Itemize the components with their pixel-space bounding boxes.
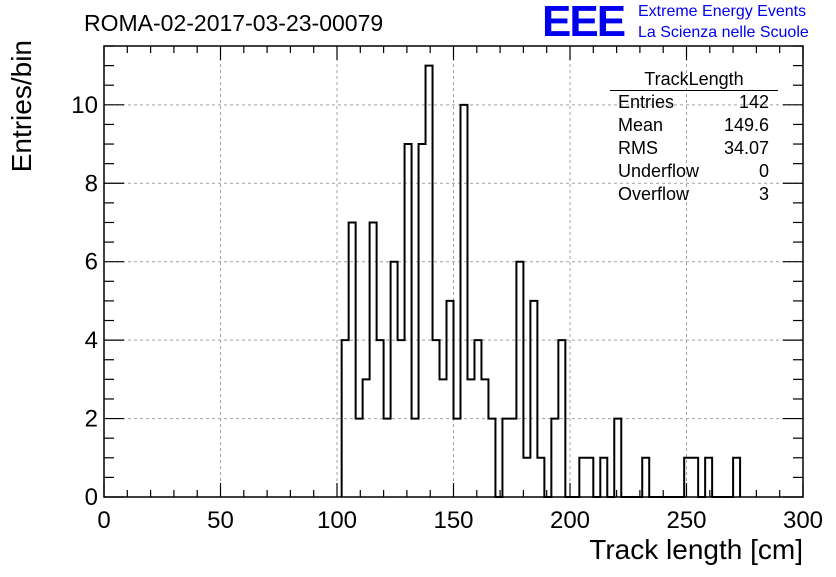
x-axis-label: Track length [cm]: [589, 534, 803, 565]
histogram-bin: [551, 419, 558, 497]
histogram-bin: [481, 379, 488, 497]
stats-value: 34.07: [723, 138, 769, 158]
histogram-bin: [509, 419, 516, 497]
histogram-bin: [398, 340, 405, 497]
histogram-bin: [454, 419, 461, 497]
y-axis-label: Entries/bin: [6, 40, 37, 172]
histogram-bin: [642, 458, 649, 497]
histogram-bin: [356, 419, 363, 497]
histogram-bin: [460, 105, 467, 497]
logo-caption-line2: La Scienza nelle Scuole: [638, 24, 809, 41]
histogram-bin: [537, 458, 544, 497]
run-title: ROMA-02-2017-03-23-00079: [84, 10, 384, 36]
histogram-bin: [342, 340, 349, 497]
x-tick-label: 0: [97, 507, 110, 534]
histogram-bin: [370, 222, 377, 497]
histogram-bin: [705, 458, 712, 497]
histogram-bin: [391, 262, 398, 497]
histogram-bin: [474, 340, 481, 497]
x-tick-label: 100: [317, 507, 357, 534]
y-tick-label: 2: [85, 406, 98, 433]
histogram-bin: [349, 222, 356, 497]
histogram-bin: [586, 458, 593, 497]
histogram-bin: [419, 144, 426, 497]
histogram-bin: [530, 301, 537, 497]
histogram-bin: [447, 301, 454, 497]
x-tick-label: 250: [666, 507, 706, 534]
y-tick-label: 8: [85, 170, 98, 197]
eee-logo: EEE: [542, 0, 626, 46]
histogram-bin: [440, 379, 447, 497]
histogram-bin: [426, 66, 433, 497]
stats-value: 0: [758, 161, 769, 181]
y-tick-label: 6: [85, 249, 98, 276]
histogram-bin: [433, 340, 440, 497]
stats-label: RMS: [618, 138, 658, 158]
histogram-bin: [488, 419, 495, 497]
histogram-bin: [384, 419, 391, 497]
histogram-bin: [558, 340, 565, 497]
histogram-bin: [467, 379, 474, 497]
stats-divider: [610, 90, 778, 91]
logo-caption-line1: Extreme Energy Events: [638, 3, 807, 20]
x-tick-label: 300: [783, 507, 823, 534]
stats-label: Entries: [618, 92, 675, 112]
stats-row-mean: Mean 149.6: [610, 114, 778, 137]
histogram-bin: [691, 458, 698, 497]
histogram-bin: [614, 419, 621, 497]
histogram-bin: [733, 458, 740, 497]
stats-row-underflow: Underflow 0: [610, 160, 778, 183]
y-tick-label: 10: [71, 92, 98, 119]
histogram-bin: [405, 144, 412, 497]
stats-label: Underflow: [618, 161, 700, 181]
stats-value: 142: [738, 92, 769, 112]
histogram-bin: [377, 340, 384, 497]
histogram-bin: [684, 458, 691, 497]
x-tick-label: 200: [550, 507, 590, 534]
stats-label: Overflow: [618, 184, 690, 204]
histogram-bin: [502, 419, 509, 497]
histogram-bin: [412, 419, 419, 497]
histogram-bin: [523, 458, 530, 497]
histogram-bin: [579, 458, 586, 497]
histogram-bin: [600, 458, 607, 497]
stats-value: 3: [758, 184, 769, 204]
y-tick-label: 4: [85, 327, 98, 354]
x-tick-label: 150: [433, 507, 473, 534]
stats-row-rms: RMS 34.07: [610, 137, 778, 160]
stats-title: TrackLength: [644, 69, 744, 89]
y-tick-label: 0: [85, 484, 98, 511]
stats-box: TrackLength Entries 142 Mean 149.6 RMS 3…: [610, 68, 778, 206]
stats-row-overflow: Overflow 3: [610, 183, 778, 206]
stats-value: 149.6: [723, 115, 769, 135]
histogram-bin: [516, 262, 523, 497]
histogram-bin: [363, 379, 370, 497]
stats-row-entries: Entries 142: [610, 91, 778, 114]
x-tick-label: 50: [207, 507, 234, 534]
stats-label: Mean: [618, 115, 664, 135]
